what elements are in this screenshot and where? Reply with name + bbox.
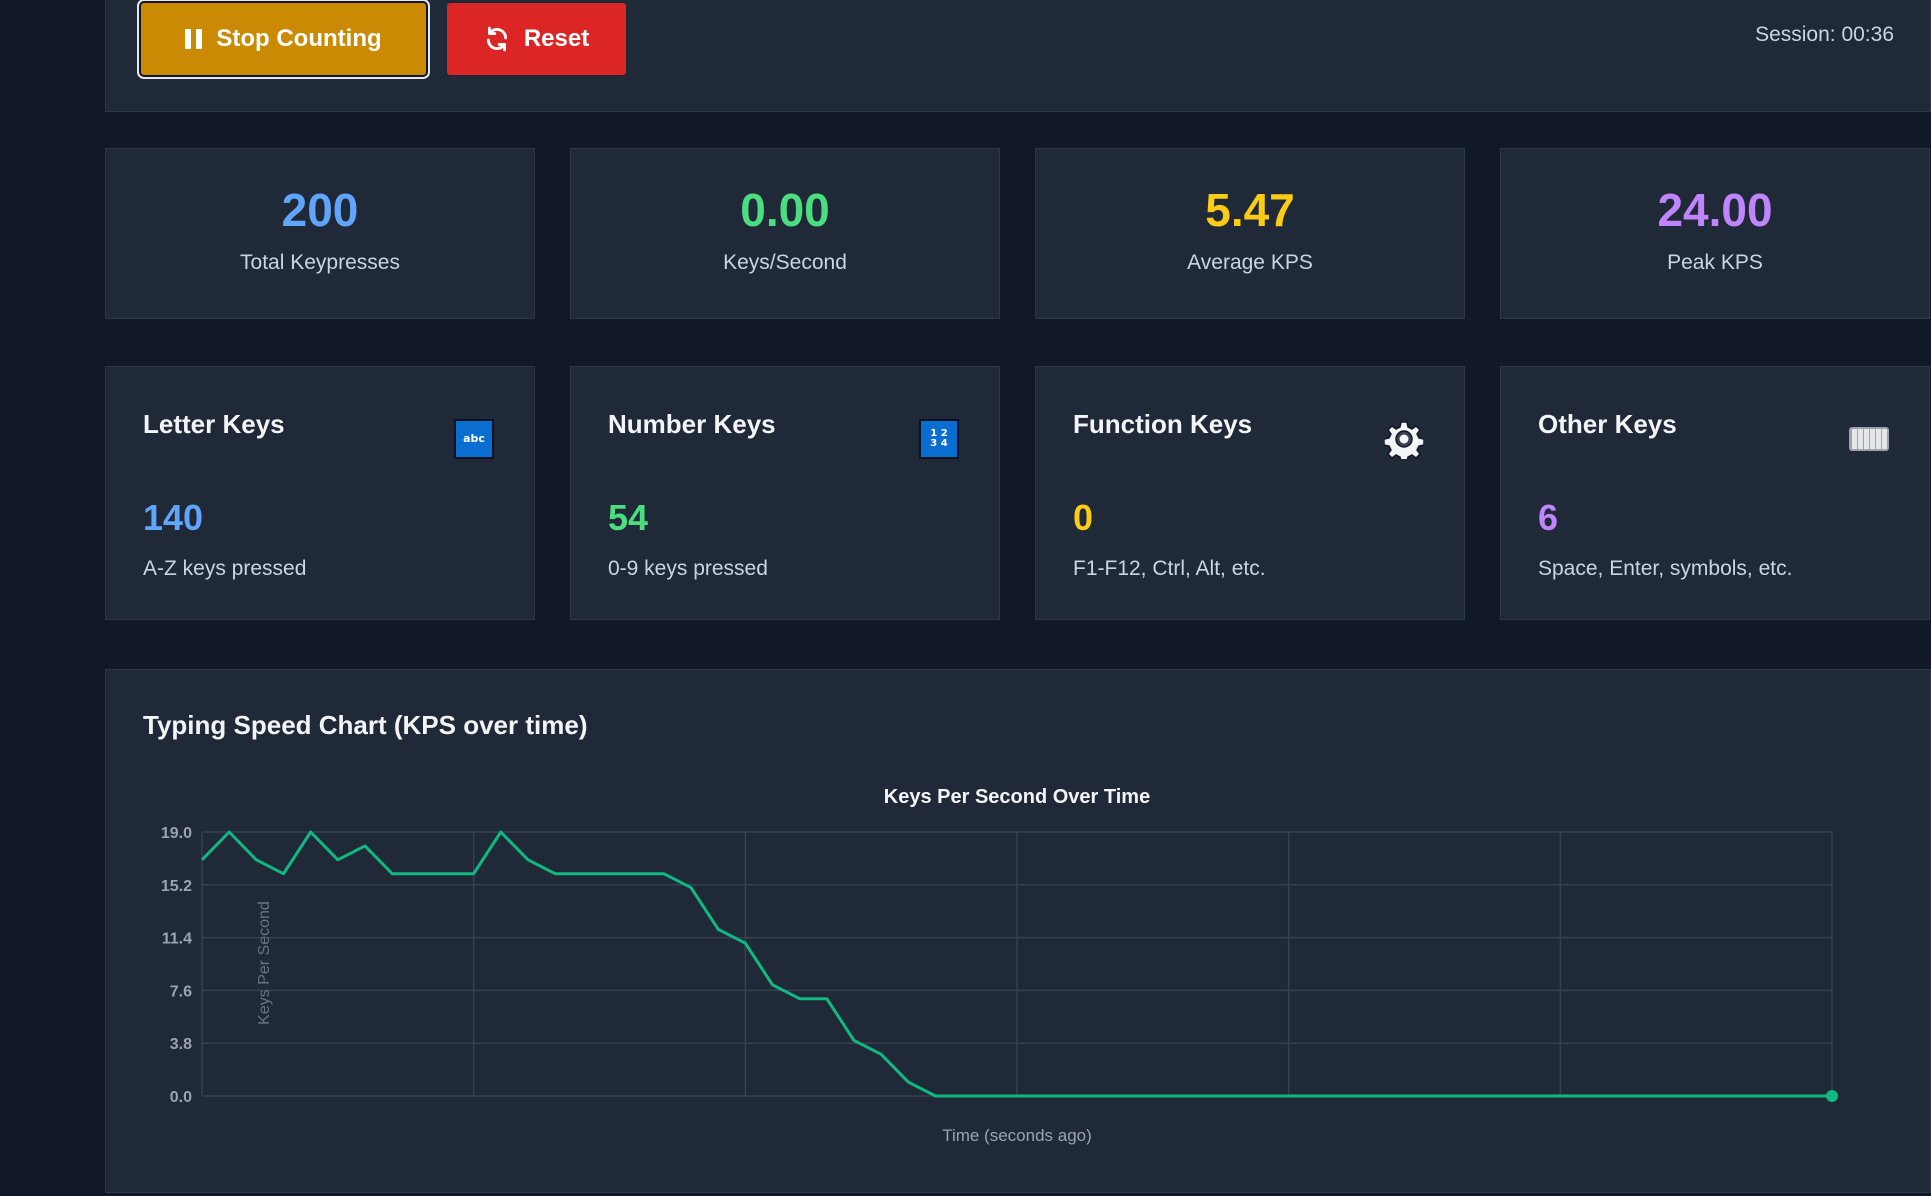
kps-line-chart: Keys Per Second Over Time 0.0 3.8 7.6 11.4 1… — [161, 786, 1838, 1145]
keys-per-second-label: Keys/Second — [723, 251, 847, 274]
letter-keys-title: Letter Keys — [143, 409, 285, 439]
chart-title: Keys Per Second Over Time — [884, 786, 1150, 808]
total-keypresses-label: Total Keypresses — [240, 251, 400, 274]
y-tick-label: 11.4 — [162, 931, 192, 948]
average-kps-label: Average KPS — [1187, 251, 1313, 274]
other-keys-count: 6 — [1538, 497, 1559, 538]
letter-keys-count: 140 — [143, 497, 204, 538]
other-keys-title: Other Keys — [1538, 409, 1677, 439]
other-keys-card: Other Keys 6 Space, Enter, symbols, etc. — [1500, 366, 1930, 620]
stop-counting-label: Stop Counting — [216, 25, 382, 52]
average-kps-card: 5.47 Average KPS — [1035, 148, 1465, 319]
function-keys-count: 0 — [1073, 497, 1094, 538]
gear-icon — [1384, 421, 1424, 459]
y-tick-label: 19.0 — [161, 825, 192, 842]
function-keys-desc: F1-F12, Ctrl, Alt, etc. — [1073, 557, 1266, 580]
session-timer: Session: 00:36 — [1755, 23, 1894, 46]
function-keys-card: Function Keys 0 F1-F12, Ctrl, Alt, etc. — [1035, 366, 1465, 620]
other-keys-desc: Space, Enter, symbols, etc. — [1538, 557, 1793, 580]
reset-button[interactable]: Reset — [447, 3, 626, 75]
letter-keys-desc: A-Z keys pressed — [143, 557, 307, 580]
kps-series-line — [200, 830, 1832, 1098]
function-keys-title: Function Keys — [1073, 409, 1253, 439]
letter-keys-card: Letter Keys abc 140 A-Z keys pressed — [105, 366, 535, 620]
y-tick-label: 3.8 — [170, 1036, 192, 1053]
refresh-icon — [486, 26, 507, 52]
latest-data-point — [1826, 1090, 1838, 1102]
control-bar: Stop Counting Reset Session: 00:36 — [105, 0, 1931, 112]
numbers-icon: 1 2 3 4 — [919, 419, 959, 459]
stop-counting-button[interactable]: Stop Counting — [141, 3, 426, 75]
y-tick-label: 15.2 — [161, 878, 192, 895]
peak-kps-value: 24.00 — [1657, 184, 1773, 236]
pause-icon — [185, 29, 203, 49]
y-tick-label: 7.6 — [170, 983, 192, 1000]
number-keys-count: 54 — [608, 497, 649, 538]
average-kps-value: 5.47 — [1205, 184, 1295, 236]
keyboard-icon — [1849, 427, 1889, 451]
x-axis-label: Time (seconds ago) — [942, 1126, 1092, 1145]
chart-section-heading: Typing Speed Chart (KPS over time) — [143, 710, 588, 740]
total-keypresses-value: 200 — [281, 184, 359, 236]
reset-label: Reset — [523, 25, 590, 52]
y-tick-label: 0.0 — [170, 1089, 192, 1106]
y-axis-ticks: 0.0 3.8 7.6 11.4 15.2 19.0 — [161, 825, 192, 1106]
number-keys-card: Number Keys 1 2 3 4 54 0-9 keys pressed — [570, 366, 1000, 620]
typing-speed-chart-card: Typing Speed Chart (KPS over time) Keys … — [105, 669, 1931, 1193]
peak-kps-card: 24.00 Peak KPS — [1500, 148, 1930, 319]
chart-grid — [201, 831, 1833, 1097]
abc-icon: abc — [454, 419, 494, 459]
number-keys-title: Number Keys — [608, 409, 776, 439]
keys-per-second-value: 0.00 — [740, 184, 830, 236]
number-keys-desc: 0-9 keys pressed — [608, 557, 768, 580]
total-keypresses-card: 200 Total Keypresses — [105, 148, 535, 319]
dashboard: Stop Counting Reset Session: 00:36 200 T… — [105, 0, 1931, 1196]
peak-kps-label: Peak KPS — [1667, 251, 1763, 274]
keys-per-second-card: 0.00 Keys/Second — [570, 148, 1000, 319]
y-axis-label: Keys Per Second — [256, 901, 273, 1025]
